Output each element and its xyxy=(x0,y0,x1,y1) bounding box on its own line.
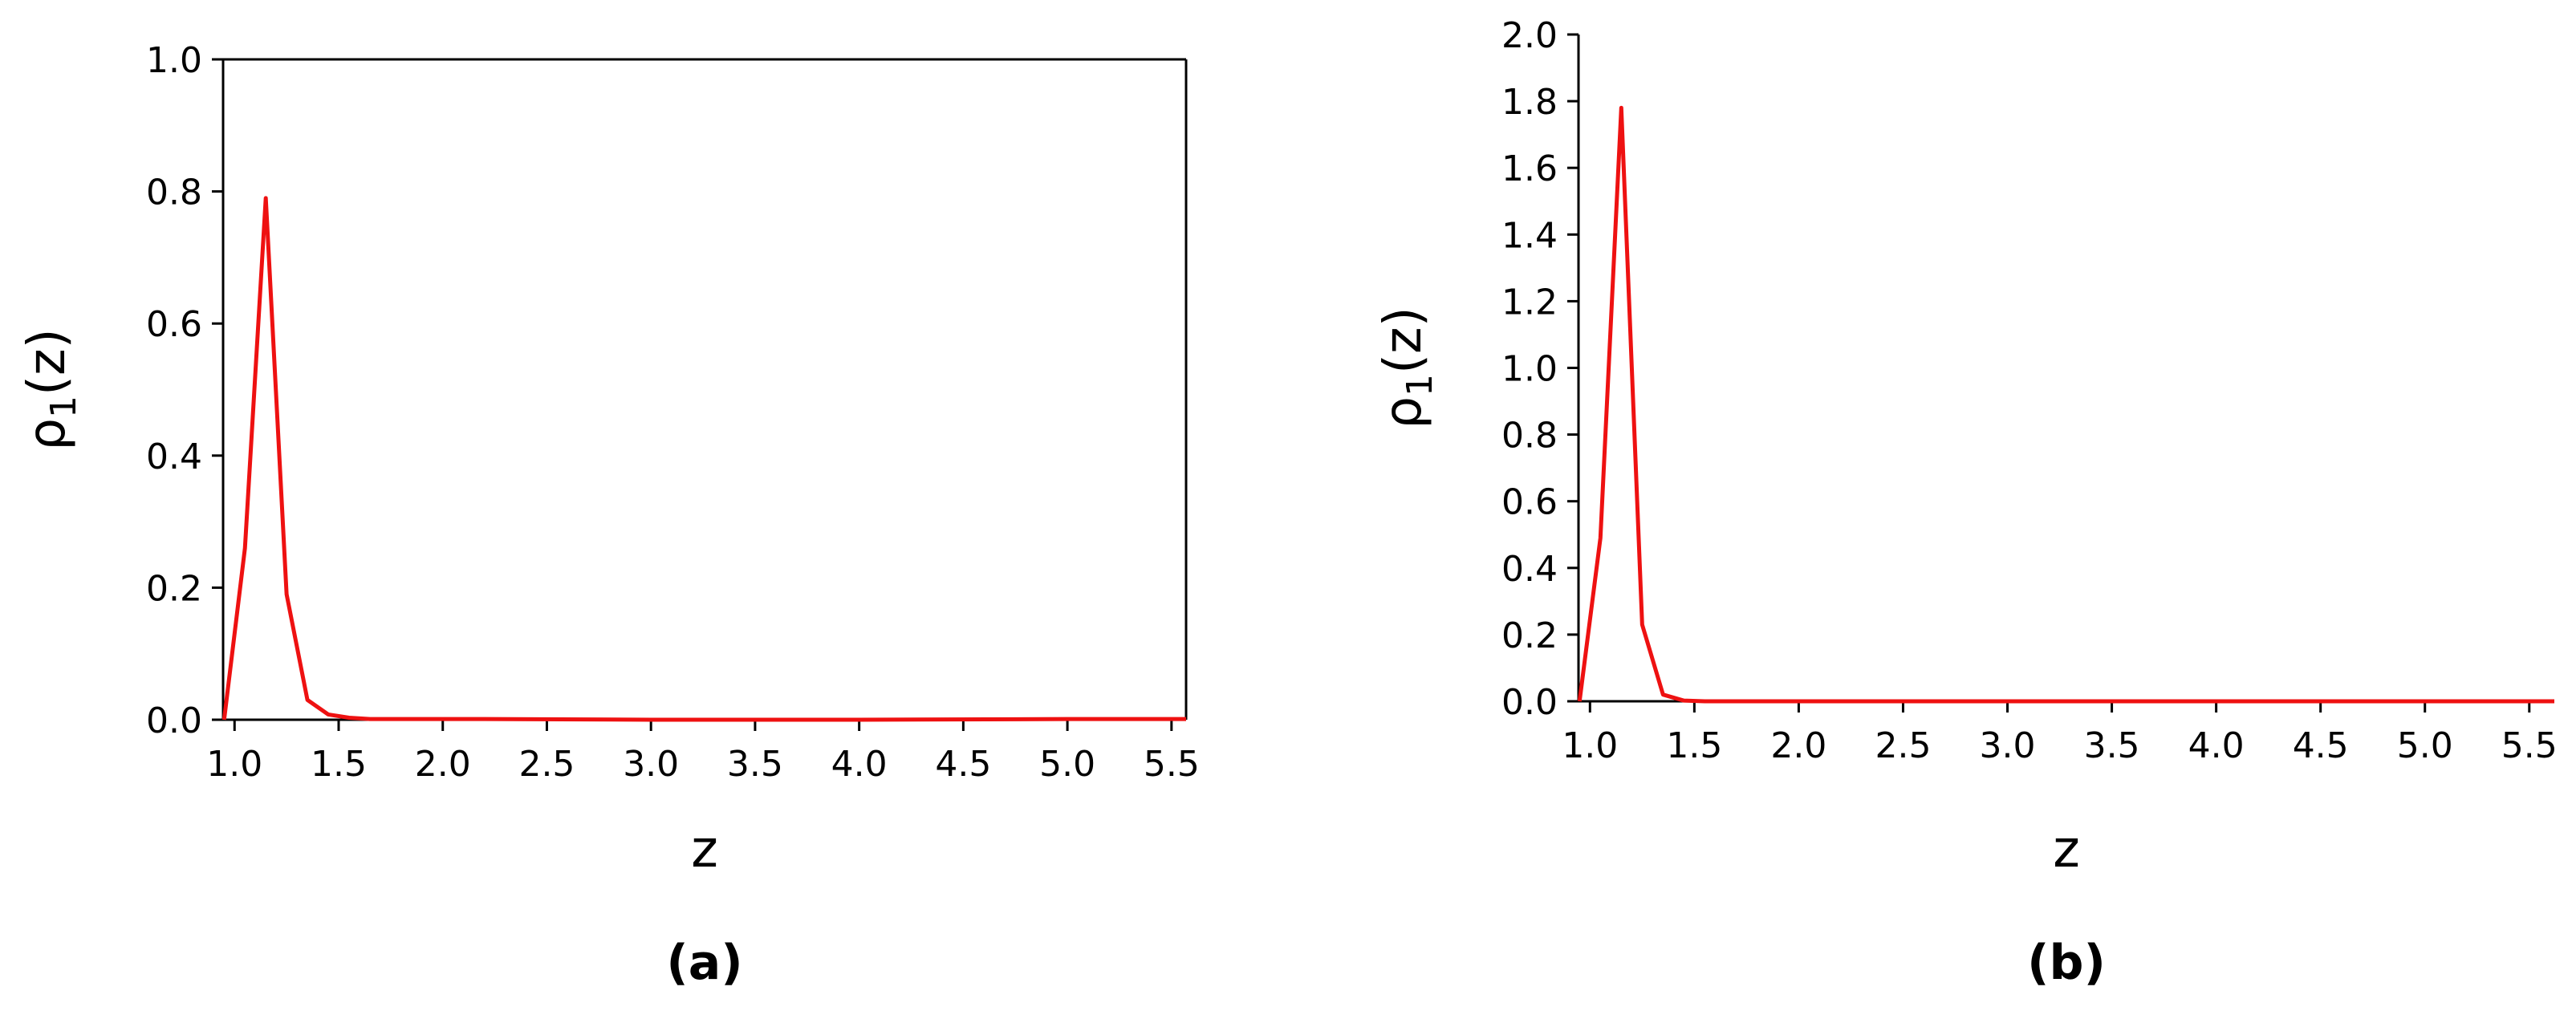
y-tick-label: 0.6 xyxy=(146,304,202,345)
y-tick-label: 0.6 xyxy=(1501,482,1558,523)
y-label-suffix: (z) xyxy=(1374,307,1433,374)
y-tick-label: 0.4 xyxy=(146,436,202,477)
caption: (b) xyxy=(2027,935,2106,991)
y-tick-label: 0.2 xyxy=(1501,615,1558,656)
y-tick-label: 0.0 xyxy=(146,700,202,741)
caption: (a) xyxy=(666,935,742,991)
y-tick-label: 1.0 xyxy=(1501,349,1558,390)
x-tick-label: 4.5 xyxy=(2293,725,2349,766)
y-tick-label: 1.4 xyxy=(1501,215,1558,256)
x-tick-label: 5.5 xyxy=(2501,725,2558,766)
x-tick-label: 3.5 xyxy=(2084,725,2140,766)
x-tick-label: 2.5 xyxy=(1875,725,1931,766)
x-tick-label: 5.0 xyxy=(2397,725,2453,766)
x-tick-label: 2.0 xyxy=(415,744,471,785)
y-tick-label: 1.2 xyxy=(1501,282,1558,323)
y-tick-label: 1.8 xyxy=(1501,82,1558,123)
x-tick-label: 2.5 xyxy=(518,744,575,785)
y-tick-label: 0.8 xyxy=(1501,416,1558,457)
x-axis-label: z xyxy=(691,820,718,879)
y-tick-label: 0.4 xyxy=(1501,549,1558,590)
x-tick-label: 4.0 xyxy=(831,744,888,785)
y-label-suffix: (z) xyxy=(18,328,77,396)
y-tick-label: 1.6 xyxy=(1501,148,1558,189)
y-tick-label: 2.0 xyxy=(1501,15,1558,56)
y-label-main: ρ xyxy=(18,418,77,451)
y-axis-label: ρ1(z) xyxy=(1374,307,1440,428)
x-tick-label: 4.5 xyxy=(935,744,991,785)
x-axis-label: z xyxy=(2053,820,2080,879)
data-line xyxy=(1577,105,2554,704)
y-tick-label: 0.0 xyxy=(1501,682,1558,723)
y-tick-label: 0.8 xyxy=(146,173,202,213)
y-tick-label: 1.0 xyxy=(146,40,202,81)
x-tick-label: 1.0 xyxy=(206,744,262,785)
y-label-sub: 1 xyxy=(1400,374,1440,396)
x-tick-label: 3.0 xyxy=(623,744,679,785)
data-line xyxy=(221,196,1186,722)
x-tick-label: 2.0 xyxy=(1770,725,1826,766)
y-axis-label: ρ1(z) xyxy=(18,328,84,450)
x-tick-label: 1.0 xyxy=(1562,725,1618,766)
y-label-main: ρ xyxy=(1374,396,1433,429)
y-tick-label: 0.2 xyxy=(146,568,202,609)
x-tick-label: 5.0 xyxy=(1039,744,1095,785)
x-tick-label: 1.5 xyxy=(311,744,367,785)
x-tick-label: 3.5 xyxy=(727,744,783,785)
x-tick-label: 3.0 xyxy=(1980,725,2036,766)
y-label-sub: 1 xyxy=(43,396,84,418)
x-tick-label: 5.5 xyxy=(1144,744,1200,785)
x-tick-label: 4.0 xyxy=(2188,725,2245,766)
x-tick-label: 1.5 xyxy=(1666,725,1722,766)
